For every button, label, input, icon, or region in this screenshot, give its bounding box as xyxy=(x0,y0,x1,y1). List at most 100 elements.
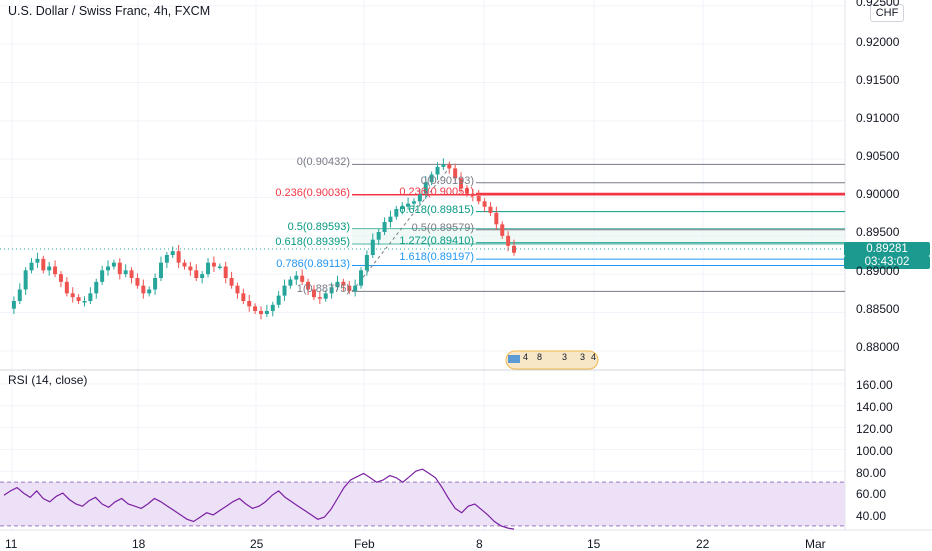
candle-body xyxy=(235,285,240,294)
candle-body xyxy=(464,188,469,194)
candle-body xyxy=(35,258,40,263)
candle-body xyxy=(429,174,434,183)
marker-strip xyxy=(505,350,599,370)
candle-body xyxy=(76,297,81,301)
candle-body xyxy=(58,274,63,282)
candle-body xyxy=(129,270,134,278)
symbol-title[interactable]: U.S. Dollar / Swiss Franc, 4h, FXCM xyxy=(8,4,211,18)
candle-body xyxy=(206,262,211,275)
candle-body xyxy=(88,293,93,301)
candle-body xyxy=(53,266,58,275)
x-tick-label: Mar xyxy=(805,537,826,551)
candlestick-series xyxy=(11,158,516,320)
rsi-tick-label: 120.00 xyxy=(856,422,893,436)
candle-body xyxy=(364,255,369,271)
candle-body xyxy=(488,206,493,213)
candle-body xyxy=(264,310,269,315)
candle-body xyxy=(382,222,387,232)
candle-body xyxy=(135,278,140,286)
candle-body xyxy=(423,182,428,194)
candle-body xyxy=(494,212,499,225)
candle-body xyxy=(370,239,375,255)
candle-body xyxy=(106,266,111,271)
candle-body xyxy=(276,295,281,305)
candle-body xyxy=(141,285,146,294)
y-tick-label: 0.92500 xyxy=(856,0,900,9)
fib-level-label: 0(0.90432) xyxy=(296,156,350,169)
candle-body xyxy=(229,278,234,286)
candle-body xyxy=(100,270,105,282)
candle-body xyxy=(217,266,222,268)
candle-body xyxy=(406,203,411,207)
y-tick-label: 0.88500 xyxy=(856,302,900,316)
candle-body xyxy=(29,262,34,271)
last-price-badge: 0.89281 xyxy=(844,242,930,256)
candle-body xyxy=(317,297,322,299)
candle-body xyxy=(411,201,416,204)
candle-body xyxy=(300,275,305,282)
rsi-band xyxy=(0,482,845,526)
y-tick-label: 0.90500 xyxy=(856,149,900,163)
candle-body xyxy=(512,245,516,253)
candle-body xyxy=(158,262,163,278)
x-tick-label: 25 xyxy=(250,537,264,551)
fib-level-label: 0.786(0.89113) xyxy=(276,257,350,270)
candle-body xyxy=(11,301,16,309)
fib-level-label: 1(0.88775) xyxy=(296,283,350,296)
marker-count: 4 xyxy=(591,352,596,362)
rsi-indicator xyxy=(0,468,845,530)
candle-body xyxy=(353,285,358,292)
candle-body xyxy=(435,166,440,175)
fib-ext-label: 0.5(0.89579) xyxy=(411,221,474,234)
candle-body xyxy=(200,274,205,278)
candle-body xyxy=(347,285,352,292)
fib-level-label: 0.618(0.89395) xyxy=(275,235,350,248)
y-tick-label: 0.89000 xyxy=(856,264,900,278)
candle-body xyxy=(311,289,316,298)
candle-body xyxy=(117,262,122,275)
candle-body xyxy=(447,164,452,169)
candle-body xyxy=(82,301,87,303)
fibonacci-retracements[interactable] xyxy=(351,163,845,292)
rsi-tick-label: 60.00 xyxy=(856,487,887,501)
fib-ext-label: 1.272(0.89410) xyxy=(399,234,474,247)
rsi-tick-label: 140.00 xyxy=(856,400,893,414)
candle-body xyxy=(123,270,128,275)
x-tick-label: 15 xyxy=(587,537,601,551)
y-tick-label: 0.91500 xyxy=(856,73,900,87)
candle-body xyxy=(288,279,293,286)
candle-body xyxy=(282,285,287,296)
price-gridlines xyxy=(0,0,845,530)
candle-body xyxy=(111,262,116,267)
marker-count: 3 xyxy=(580,352,585,362)
x-tick-label: 11 xyxy=(5,537,18,551)
candle-body xyxy=(506,235,511,246)
candle-body xyxy=(247,301,252,307)
marker-bar-icon xyxy=(508,355,520,363)
candle-body xyxy=(453,168,458,179)
y-tick-label: 0.88000 xyxy=(856,340,900,354)
rsi-title[interactable]: RSI (14, close) xyxy=(8,373,88,387)
rsi-tick-label: 40.00 xyxy=(856,509,887,523)
marker-count: 3 xyxy=(562,352,567,362)
candle-body xyxy=(417,193,422,202)
candle-body xyxy=(294,275,299,280)
candle-body xyxy=(482,201,487,207)
candle-body xyxy=(341,281,346,286)
candle-body xyxy=(306,281,311,290)
currency-badge[interactable]: CHF xyxy=(870,4,904,22)
candle-body xyxy=(388,216,393,223)
candle-body xyxy=(164,255,169,263)
marker-count: 8 xyxy=(537,352,542,362)
rsi-tick-label: 100.00 xyxy=(856,444,893,458)
rsi-line xyxy=(3,468,515,530)
fib-ext-label: 0.618(0.89815) xyxy=(399,203,474,216)
candle-body xyxy=(176,251,181,263)
x-tick-label: Feb xyxy=(354,537,375,551)
candle-body xyxy=(441,164,446,167)
candle-body xyxy=(153,278,158,290)
candle-body xyxy=(41,258,46,271)
candle-body xyxy=(147,289,152,294)
earnings-markers[interactable]: 4 8 3 3 4 xyxy=(505,350,599,370)
fib-level-label: 0.5(0.89593) xyxy=(287,220,350,233)
